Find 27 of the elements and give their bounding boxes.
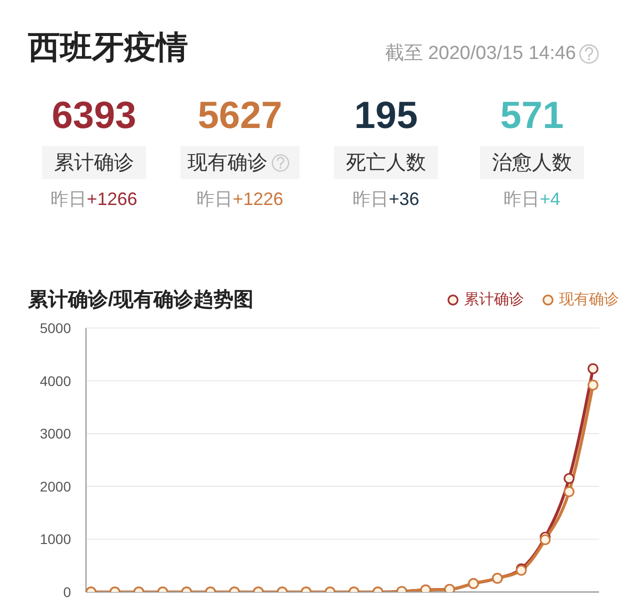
point xyxy=(588,363,598,374)
text: 昨日+4 xyxy=(504,188,560,210)
text: 截至 2020/03/15 14:46 xyxy=(384,43,576,65)
point xyxy=(588,380,598,390)
text: 6393 xyxy=(52,95,136,137)
point xyxy=(564,473,574,484)
text: 5627 xyxy=(198,95,282,137)
legend-label: 现有确诊 xyxy=(559,291,619,309)
point xyxy=(564,486,574,498)
y-tick-label: 0 xyxy=(63,584,72,600)
text: 死亡人数 xyxy=(346,151,426,176)
chart-title: 累计确诊/现有确诊趋势图 xyxy=(28,289,254,311)
y-tick-label: 1000 xyxy=(40,531,72,548)
y-tick-label: 3000 xyxy=(40,426,72,442)
text: 昨日+1226 xyxy=(196,188,284,210)
y-tick-label: 2000 xyxy=(40,478,72,494)
text: 累计确诊 xyxy=(54,151,134,176)
y-tick-label: 5000 xyxy=(40,320,72,336)
text: 195 xyxy=(354,95,418,137)
text: 现有确诊 xyxy=(188,151,268,176)
y-tick-label: 4000 xyxy=(40,372,72,389)
legend-label: 累计确诊 xyxy=(464,291,524,309)
text: 治愈人数 xyxy=(492,151,572,176)
text: 西班牙疫情 xyxy=(28,29,188,65)
text: 昨日+36 xyxy=(352,188,420,210)
text: 昨日+1266 xyxy=(50,188,138,210)
text: 571 xyxy=(500,95,564,137)
